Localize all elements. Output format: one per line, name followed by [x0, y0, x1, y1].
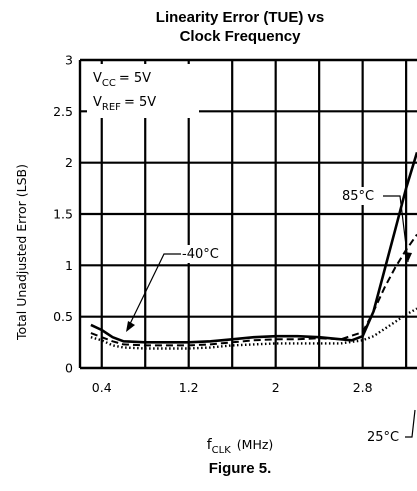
annotation-minus-40c-label: -40°C	[182, 247, 219, 262]
annotation-minus-40c: -40°C	[126, 245, 230, 332]
y-tick-label: 3	[65, 53, 73, 68]
x-tick-label: 1.2	[179, 380, 199, 395]
chart-title-line-2: Clock Frequency	[180, 28, 302, 45]
y-tick-label: 0	[65, 361, 73, 376]
series-line-dashed	[90, 233, 417, 347]
x-tick-label: 2.8	[353, 380, 373, 395]
conditions-box	[87, 64, 199, 118]
x-tick-labels: 0.4 1.2 2 2.8	[92, 380, 373, 395]
series	[90, 152, 417, 350]
y-tick-label: 2	[65, 155, 73, 170]
x-axis-label: fCLK (MHz)	[207, 437, 274, 456]
x-tick-label: 2	[272, 380, 280, 395]
annotation-25c-label: 25°C	[367, 430, 399, 445]
series-line-solid	[90, 152, 417, 344]
vcc-condition: VCC = 5V	[93, 71, 151, 89]
annotation-25c: 25°C	[366, 409, 416, 445]
y-tick-label: 1	[65, 258, 73, 273]
annotation-85c-label: 85°C	[342, 189, 374, 204]
axes	[78, 58, 417, 370]
chart-title-line-1: Linearity Error (TUE) vs	[156, 9, 324, 26]
x-tick-label: 0.4	[92, 380, 112, 395]
figure-caption: Figure 5.	[209, 460, 272, 477]
series-line-dotted	[90, 307, 417, 350]
y-tick-label: 0.5	[53, 309, 73, 324]
annotation-85c: 85°C	[340, 187, 412, 263]
y-tick-label: 1.5	[53, 207, 73, 222]
y-tick-label: 2.5	[53, 104, 73, 119]
y-axis-label: Total Unadjusted Error (LSB)	[14, 164, 29, 341]
vref-condition: VREF = 5V	[93, 95, 156, 113]
y-tick-labels: 0 0.5 1 1.5 2 2.5 3	[53, 53, 73, 376]
